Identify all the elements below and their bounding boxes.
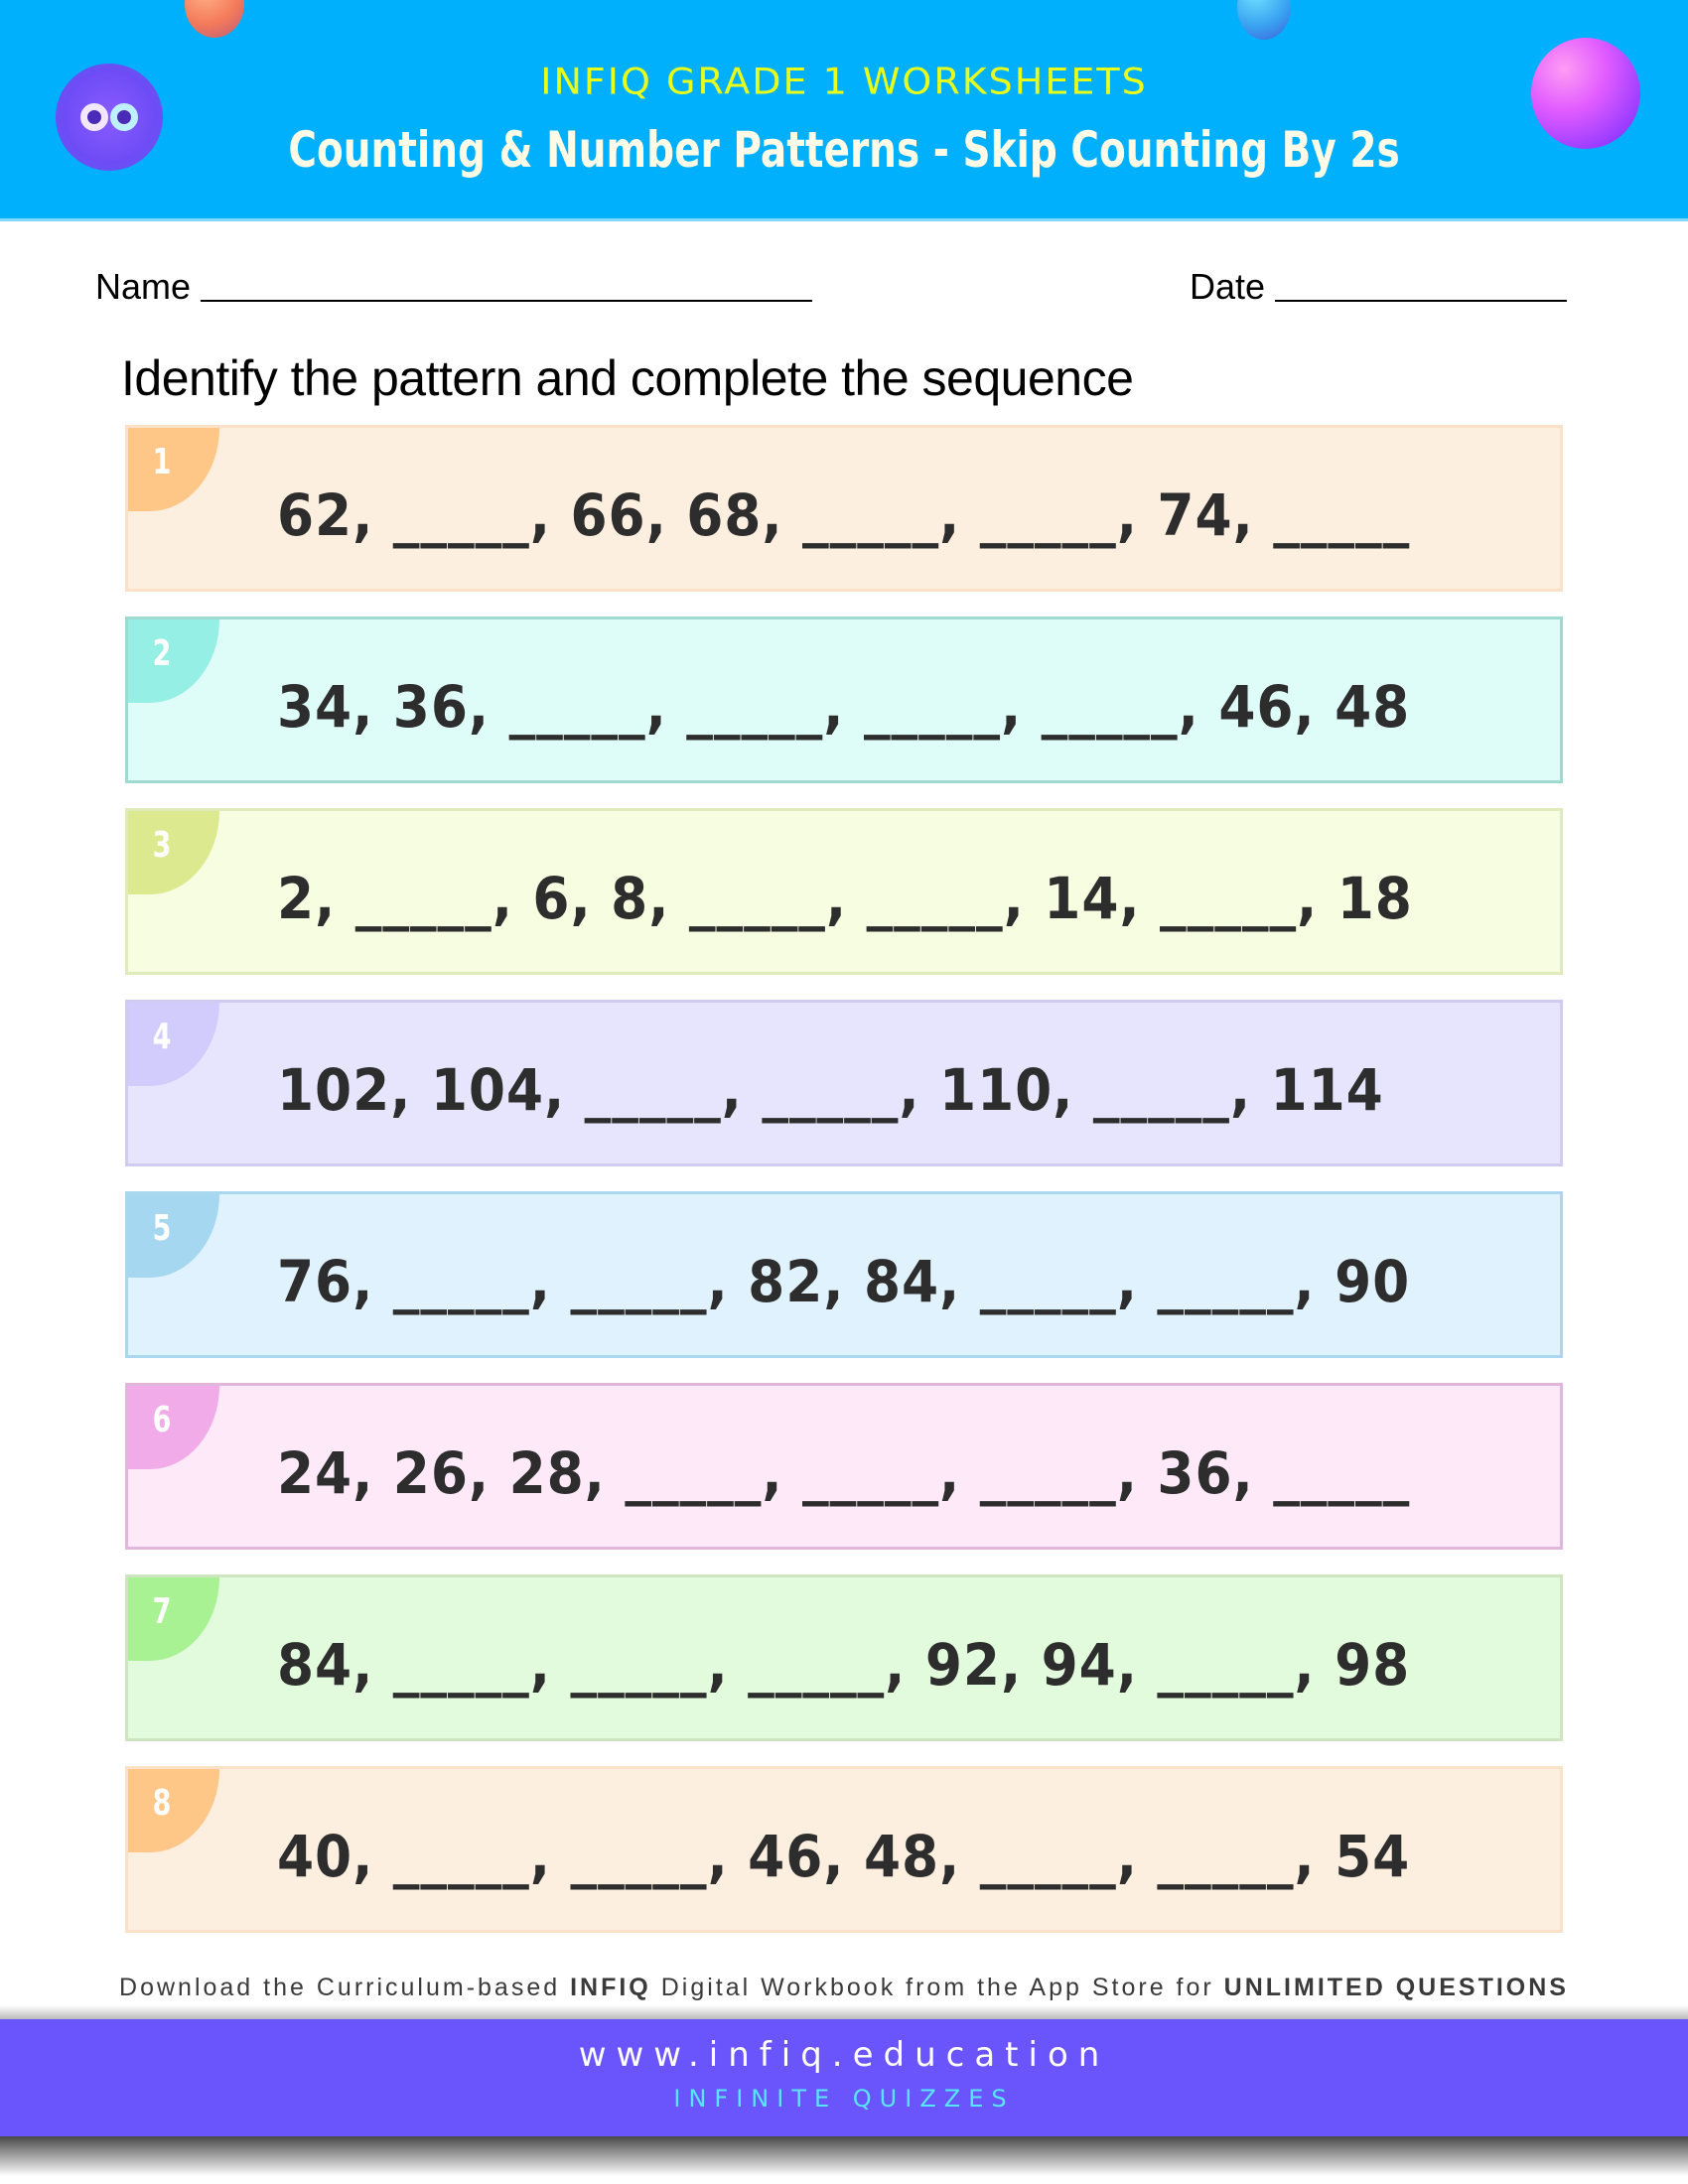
header-divider (0, 218, 1688, 221)
problem-card: 1 62, _____, 66, 68, _____, _____, 74, _… (125, 425, 1563, 592)
problem-card: 4 102, 104, _____, _____, 110, _____, 11… (125, 1000, 1563, 1166)
problem-number-badge: 3 (128, 811, 219, 894)
problem-number-badge: 4 (128, 1003, 219, 1086)
problem-number-badge: 7 (128, 1577, 219, 1661)
promo-cta: UNLIMITED QUESTIONS (1223, 1974, 1569, 2001)
name-blank-line[interactable] (201, 300, 813, 302)
problem-number-badge: 8 (128, 1769, 219, 1852)
date-blank-line[interactable] (1275, 300, 1568, 302)
problem-card: 6 24, 26, 28, _____, _____, _____, 36, _… (125, 1383, 1563, 1550)
decorative-orange-ball (185, 0, 244, 38)
name-field[interactable]: Name (95, 266, 813, 308)
sequence-text[interactable]: 84, _____, _____, _____, 92, 94, _____, … (277, 1631, 1411, 1699)
date-field[interactable]: Date (1190, 266, 1568, 308)
promo-banner: Download the Curriculum-based INFIQ Digi… (119, 1974, 1569, 2001)
worksheet-header: INFIQ GRADE 1 WORKSHEETS Counting & Numb… (0, 0, 1688, 220)
problem-card: 2 34, 36, _____, _____, _____, _____, 46… (125, 616, 1563, 783)
website-link[interactable]: www.infiq.education (578, 2035, 1110, 2075)
sequence-text[interactable]: 76, _____, _____, 82, 84, _____, _____, … (277, 1248, 1411, 1315)
decorative-purple-ball (1531, 38, 1640, 149)
infiq-logo-icon (56, 64, 163, 171)
sequence-text[interactable]: 34, 36, _____, _____, _____, _____, 46, … (277, 673, 1411, 741)
instructions-heading: Identify the pattern and complete the se… (121, 350, 1134, 406)
footer-bar: www.infiq.education INFINITE QUIZZES (0, 2019, 1688, 2136)
header-eyebrow: INFIQ GRADE 1 WORKSHEETS (540, 61, 1148, 102)
date-label: Date (1190, 266, 1266, 307)
infinity-glyph-icon (80, 103, 138, 131)
problem-number-badge: 5 (128, 1194, 219, 1278)
problem-number-badge: 1 (128, 428, 219, 511)
promo-brand: INFIQ (570, 1974, 651, 2001)
footer-tagline: INFINITE QUIZZES (673, 2085, 1015, 2113)
sequence-text[interactable]: 40, _____, _____, 46, 48, _____, _____, … (277, 1823, 1411, 1890)
sequence-text[interactable]: 2, _____, 6, 8, _____, _____, 14, _____,… (277, 865, 1413, 932)
problem-card: 5 76, _____, _____, 82, 84, _____, _____… (125, 1191, 1563, 1358)
name-label: Name (95, 266, 192, 307)
problem-card: 8 40, _____, _____, 46, 48, _____, _____… (125, 1766, 1563, 1933)
page-title: Counting & Number Patterns - Skip Counti… (288, 121, 1400, 179)
problem-card: 3 2, _____, 6, 8, _____, _____, 14, ____… (125, 808, 1563, 975)
problem-number-badge: 2 (128, 619, 219, 703)
sequence-text[interactable]: 24, 26, 28, _____, _____, _____, 36, ___… (277, 1439, 1411, 1507)
sequence-text[interactable]: 62, _____, 66, 68, _____, _____, 74, ___… (277, 481, 1411, 549)
problem-number-badge: 6 (128, 1386, 219, 1469)
decorative-blue-ball (1237, 0, 1291, 40)
problem-card: 7 84, _____, _____, _____, 92, 94, _____… (125, 1574, 1563, 1741)
sequence-text[interactable]: 102, 104, _____, _____, 110, _____, 114 (277, 1056, 1384, 1124)
